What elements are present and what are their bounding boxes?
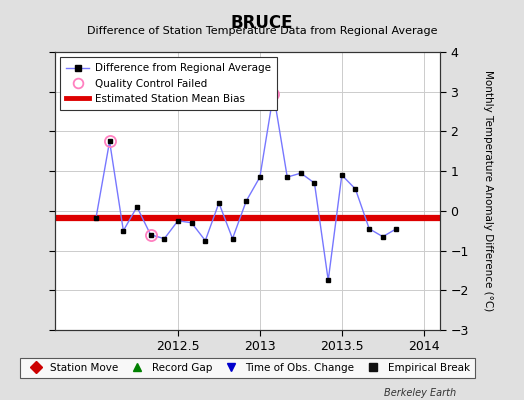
Text: Difference of Station Temperature Data from Regional Average: Difference of Station Temperature Data f… xyxy=(87,26,437,36)
Text: BRUCE: BRUCE xyxy=(231,14,293,32)
Text: Berkeley Earth: Berkeley Earth xyxy=(384,388,456,398)
Legend: Station Move, Record Gap, Time of Obs. Change, Empirical Break: Station Move, Record Gap, Time of Obs. C… xyxy=(20,358,475,378)
Y-axis label: Monthly Temperature Anomaly Difference (°C): Monthly Temperature Anomaly Difference (… xyxy=(483,70,493,312)
Legend: Difference from Regional Average, Quality Control Failed, Estimated Station Mean: Difference from Regional Average, Qualit… xyxy=(60,57,277,110)
